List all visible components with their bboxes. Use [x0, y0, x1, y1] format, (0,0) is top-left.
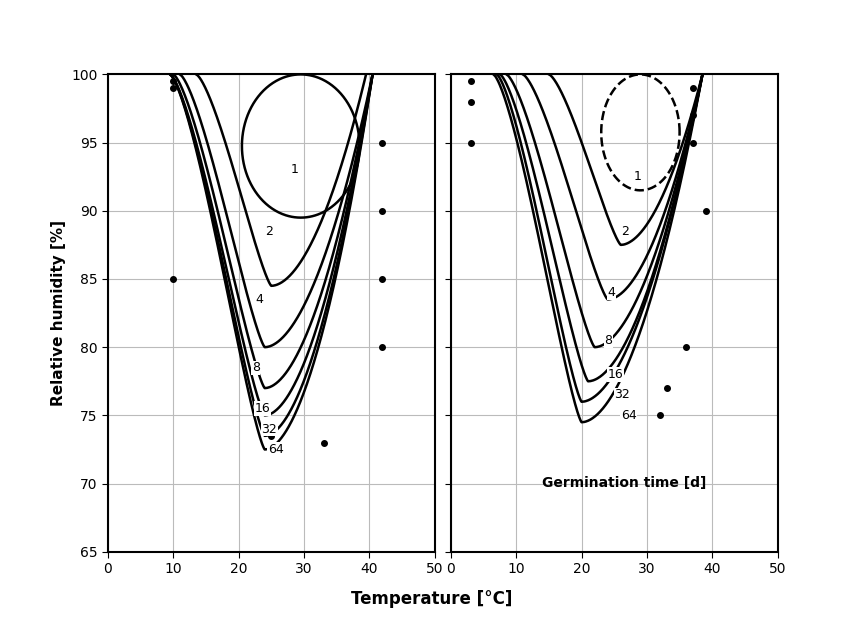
Text: 2: 2 — [621, 225, 629, 237]
Text: 32: 32 — [262, 423, 277, 435]
Text: 32: 32 — [614, 389, 630, 401]
Text: 2: 2 — [264, 225, 273, 237]
Text: 1: 1 — [291, 164, 299, 176]
Text: 8: 8 — [251, 361, 260, 374]
Text: Germination time [d]: Germination time [d] — [543, 476, 707, 490]
Text: 4: 4 — [607, 286, 616, 299]
Text: Temperature [°C]: Temperature [°C] — [352, 590, 512, 608]
Text: 16: 16 — [255, 402, 270, 415]
Text: 64: 64 — [268, 443, 283, 456]
Text: 1: 1 — [634, 170, 642, 183]
Text: 8: 8 — [605, 334, 613, 347]
Text: 16: 16 — [607, 368, 624, 381]
Text: 64: 64 — [621, 409, 637, 422]
Y-axis label: Relative humidity [%]: Relative humidity [%] — [51, 220, 66, 406]
Text: 4: 4 — [255, 293, 263, 306]
